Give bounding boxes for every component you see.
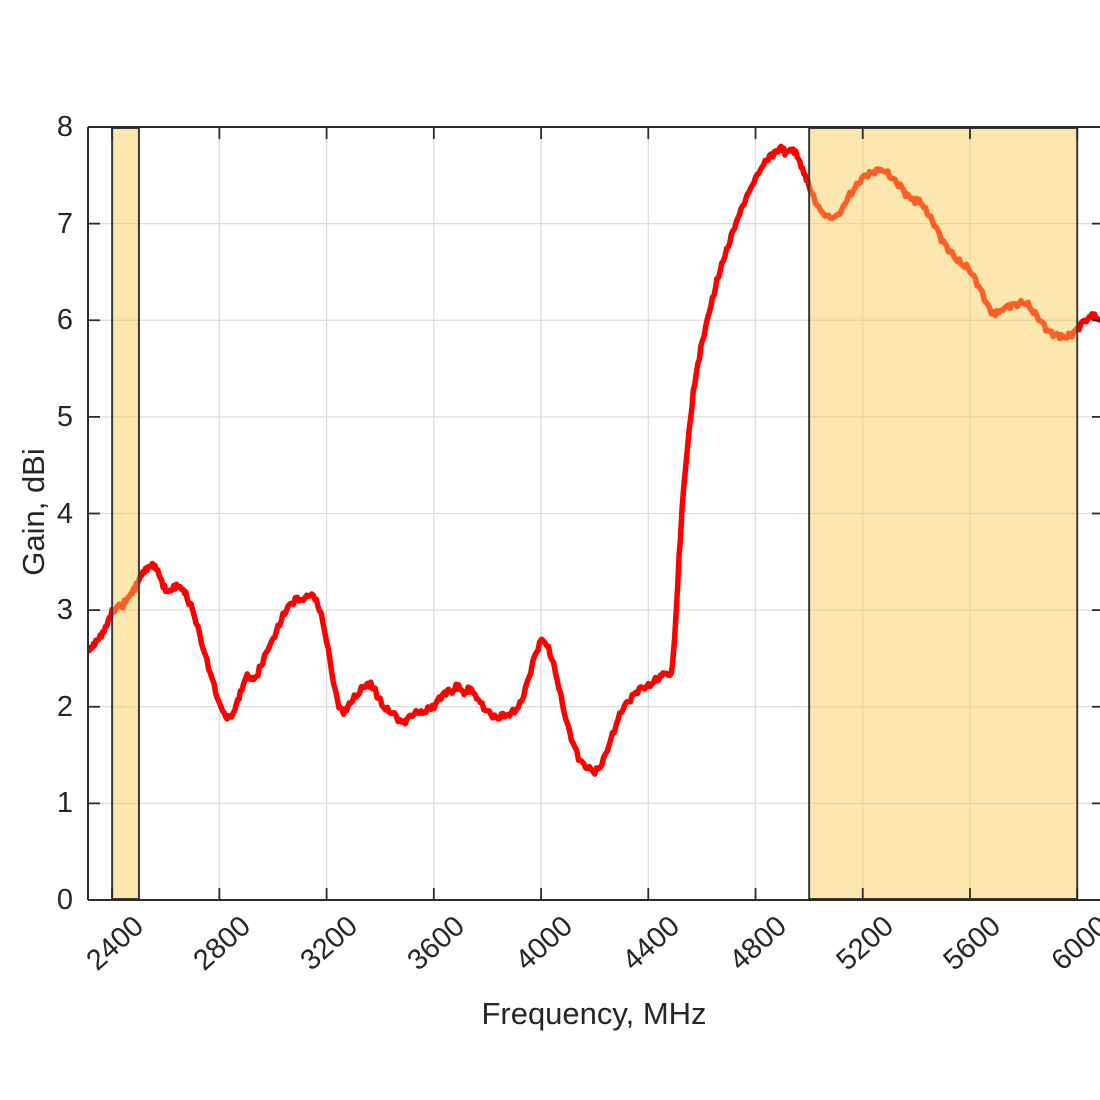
gain-curve [88,143,1100,777]
x-axis-label: Frequency, MHz [481,996,707,1031]
frequency-band-overlay [808,127,1079,900]
frequency-band-overlay [111,127,140,900]
y-axis-label: Gain, dBi [16,448,51,576]
